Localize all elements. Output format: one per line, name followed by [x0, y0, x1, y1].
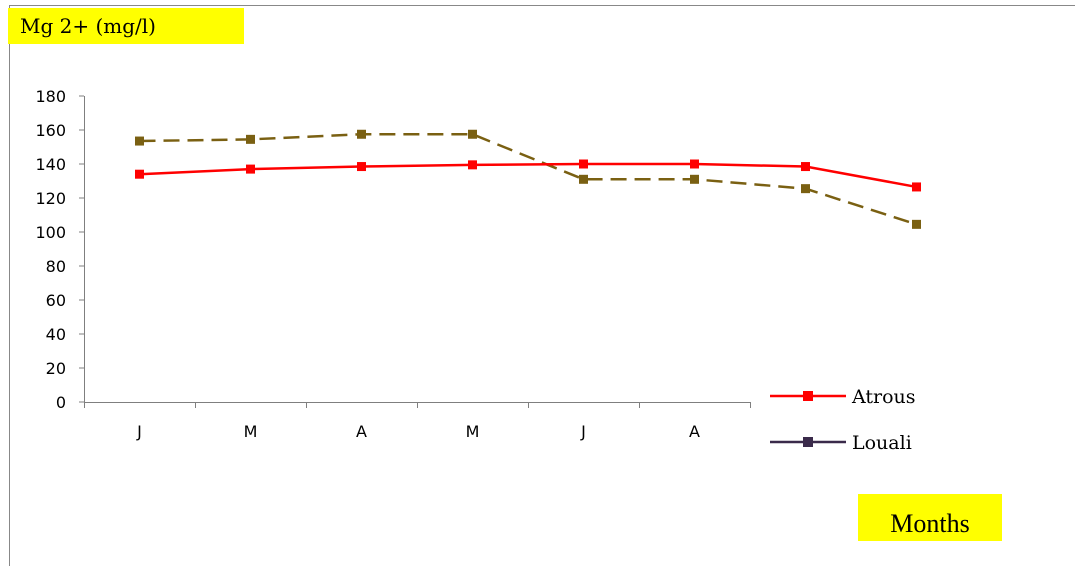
- x-tick-label: A: [356, 422, 367, 441]
- legend-label-louali: Louali: [852, 432, 912, 454]
- data-point-louali: [912, 219, 921, 229]
- data-point-atrous: [357, 162, 366, 172]
- x-tick-label: J: [136, 422, 142, 441]
- x-tick-label: A: [689, 422, 700, 441]
- y-axis-title: Mg 2+ (mg/l): [8, 8, 244, 44]
- legend: Atrous Louali: [770, 386, 916, 454]
- data-point-atrous: [579, 159, 588, 169]
- data-point-atrous: [135, 169, 144, 179]
- data-point-atrous: [912, 182, 921, 192]
- y-tick-label: 120: [35, 189, 66, 208]
- y-tick-label: 40: [46, 325, 66, 344]
- y-tick-label: 20: [46, 359, 66, 378]
- data-point-atrous: [690, 159, 699, 169]
- x-tick-label: J: [580, 422, 586, 441]
- data-point-louali: [468, 129, 477, 139]
- y-tick-label: 140: [35, 155, 66, 174]
- data-point-louali: [579, 174, 588, 184]
- data-point-louali: [801, 184, 810, 194]
- legend-marker-louali: [803, 437, 813, 447]
- series-line-louali: [139, 133, 917, 226]
- data-point-louali: [246, 134, 255, 144]
- data-point-louali: [357, 129, 366, 139]
- legend-label-atrous: Atrous: [851, 386, 916, 408]
- series-line-atrous: [139, 162, 917, 189]
- y-axis: 0 20 40 60 80 100 120 140 160 180: [35, 87, 85, 412]
- legend-marker-atrous: [803, 391, 813, 401]
- x-axis-title: Months: [858, 494, 1002, 541]
- y-tick-label: 100: [35, 223, 66, 242]
- x-tick-label: M: [244, 422, 258, 441]
- y-tick-label: 180: [35, 87, 66, 106]
- data-point-louali: [135, 136, 144, 146]
- data-point-atrous: [801, 162, 810, 172]
- y-tick-label: 80: [46, 257, 66, 276]
- data-point-atrous: [468, 160, 477, 170]
- data-point-atrous: [246, 164, 255, 174]
- data-point-louali: [690, 174, 699, 184]
- series-layer: [135, 129, 921, 229]
- y-tick-label: 0: [56, 393, 66, 412]
- y-tick-label: 60: [46, 291, 66, 310]
- y-tick-label: 160: [35, 121, 66, 140]
- x-tick-label: M: [466, 422, 480, 441]
